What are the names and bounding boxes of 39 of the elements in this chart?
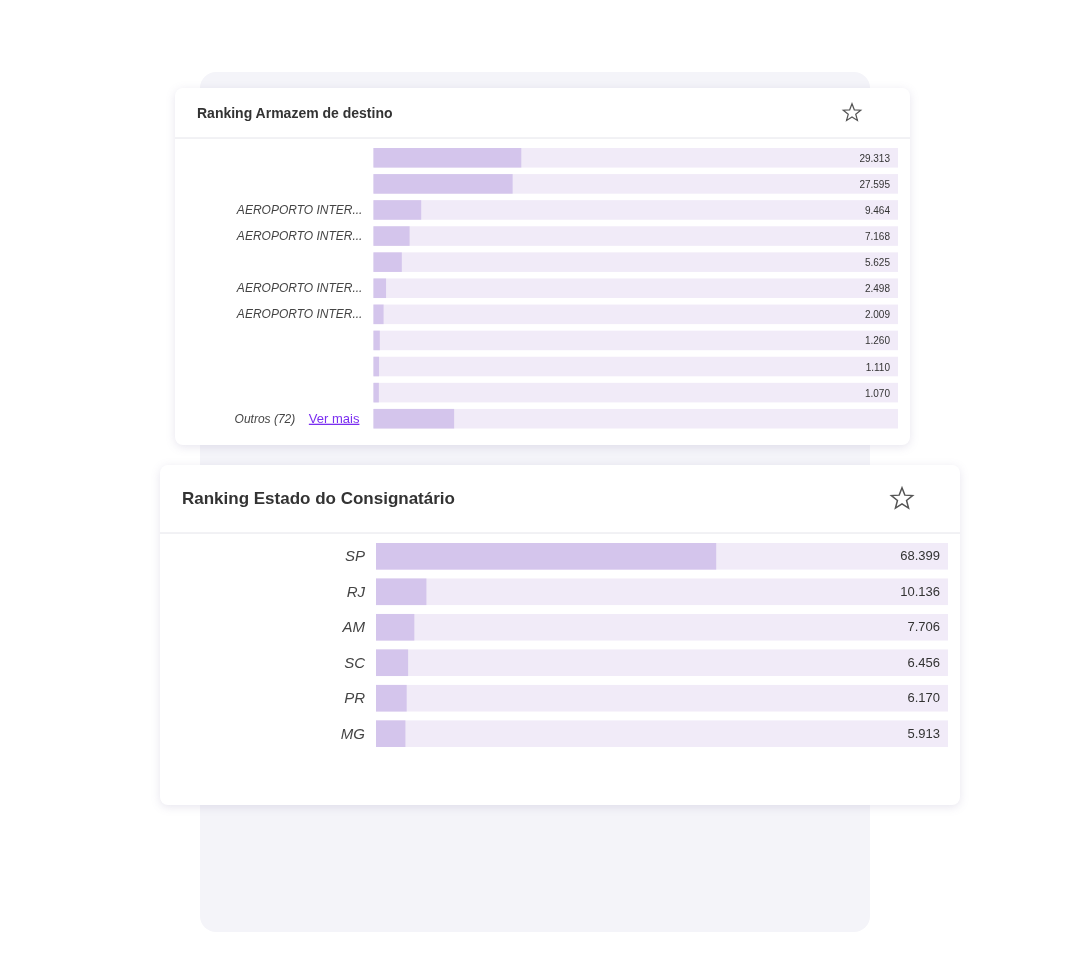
bar <box>373 252 402 272</box>
data-label: 68.399 <box>900 548 940 564</box>
data-label: 7.168 <box>864 231 891 243</box>
bar <box>373 356 380 377</box>
bar <box>373 408 455 429</box>
bar <box>373 304 384 325</box>
data-label: 1.110 <box>865 361 891 373</box>
y-tick-label: AEROPORTO INTER... <box>235 228 363 243</box>
data-label: 2.498 <box>864 283 891 295</box>
text: Ver mais <box>308 410 360 426</box>
data-label: 27.595 <box>859 178 891 190</box>
y-tick-label: AEROPORTO INTER... <box>235 202 363 217</box>
data-label: 6.456 <box>907 654 940 670</box>
bar <box>373 200 422 220</box>
y-tick-label: SC <box>344 653 366 671</box>
bar <box>373 330 380 351</box>
y-tick-label: MG <box>340 724 366 742</box>
data-label: 9.464 <box>864 204 891 216</box>
data-label: 5.913 <box>907 725 940 741</box>
y-tick-label: AM <box>341 618 366 636</box>
chart-title: Ranking Armazem de destino <box>197 105 393 121</box>
bar <box>373 382 379 403</box>
data-label: 29.313 <box>859 152 891 164</box>
bar <box>373 278 387 299</box>
y-tick-label: AEROPORTO INTER... <box>235 307 363 322</box>
data-label: 10.136 <box>900 583 940 599</box>
data-label: 2.009 <box>864 309 891 321</box>
data-label: 6.170 <box>907 690 940 706</box>
data-label: 1.260 <box>864 335 891 347</box>
data-label: 7.706 <box>907 619 940 635</box>
y-tick-label: RJ <box>346 582 366 600</box>
data-label: 1.070 <box>864 387 891 399</box>
y-tick-label: SP <box>344 547 365 565</box>
y-tick-label: Outros (72) <box>234 411 296 426</box>
data-label: 5.625 <box>864 257 891 269</box>
y-tick-label: AEROPORTO INTER... <box>235 281 363 296</box>
chart-title: Ranking Estado do Consignatário <box>182 489 455 508</box>
bar <box>373 226 410 246</box>
y-tick-label: PR <box>344 689 366 707</box>
